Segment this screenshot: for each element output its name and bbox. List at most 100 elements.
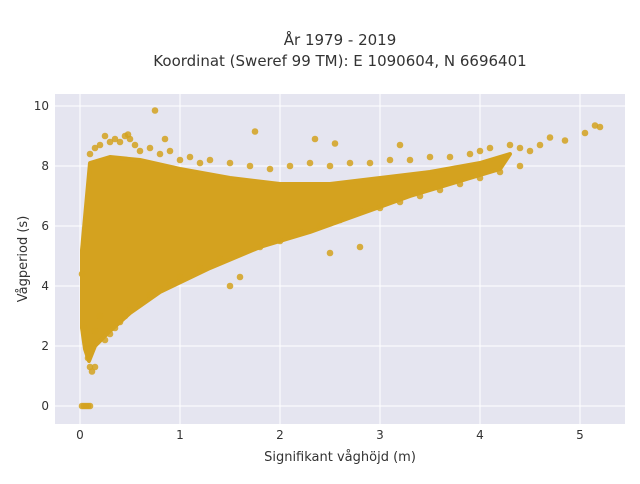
data-point <box>146 291 154 299</box>
data-point <box>366 159 374 167</box>
data-point <box>80 324 88 332</box>
data-point <box>101 132 109 140</box>
data-point <box>336 216 344 224</box>
data-point <box>186 153 194 161</box>
data-point <box>326 249 334 257</box>
data-point <box>161 135 169 143</box>
data-point <box>246 162 254 170</box>
data-point <box>81 240 89 248</box>
data-point <box>84 354 92 362</box>
data-point <box>126 306 134 314</box>
data-point <box>151 107 159 114</box>
data-point <box>376 204 384 212</box>
data-point <box>136 147 144 155</box>
data-point <box>96 312 104 320</box>
data-point <box>256 243 264 251</box>
data-point <box>316 222 324 230</box>
data-point <box>516 144 524 152</box>
data-point <box>96 141 104 149</box>
data-point <box>306 159 314 167</box>
x-tick-label: 4 <box>476 428 484 442</box>
data-point <box>206 156 214 164</box>
data-point <box>266 165 274 173</box>
data-point <box>396 198 404 206</box>
data-point <box>136 300 144 308</box>
data-point <box>416 192 424 200</box>
data-point <box>111 324 119 332</box>
data-point <box>226 159 234 167</box>
data-point <box>106 330 114 338</box>
data-point <box>456 180 464 188</box>
data-point <box>561 137 569 144</box>
data-point <box>516 162 524 170</box>
data-point <box>426 153 434 161</box>
data-point <box>146 144 154 152</box>
data-point <box>121 312 129 320</box>
data-point <box>86 150 94 158</box>
data-point <box>331 140 339 147</box>
x-tick-label: 0 <box>76 428 84 442</box>
data-point <box>486 144 494 152</box>
data-point <box>166 279 174 287</box>
data-point <box>88 342 96 350</box>
data-point <box>236 249 244 257</box>
data-point <box>251 128 259 135</box>
x-tick-label: 3 <box>376 428 384 442</box>
data-point <box>116 138 124 146</box>
data-point <box>506 141 514 149</box>
data-point <box>326 162 334 170</box>
y-tick-label: 0 <box>41 399 49 413</box>
y-axis-label: Vågperiod (s) <box>16 216 31 303</box>
y-tick-label: 2 <box>41 339 49 353</box>
data-point <box>356 207 364 215</box>
y-tick-labels: 0 2 4 6 8 10 <box>34 99 49 413</box>
x-tick-label: 5 <box>576 428 584 442</box>
y-tick-label: 10 <box>34 99 49 113</box>
data-point <box>176 273 184 281</box>
data-point <box>116 318 124 326</box>
data-points <box>78 107 604 410</box>
data-point <box>466 150 474 158</box>
data-point <box>216 255 224 263</box>
data-point <box>78 270 86 278</box>
data-point <box>436 186 444 194</box>
data-point <box>596 123 604 131</box>
data-point <box>296 228 304 236</box>
x-axis-label: Signifikant våghöjd (m) <box>264 450 416 465</box>
data-point <box>91 363 99 371</box>
data-point <box>446 153 454 161</box>
data-point <box>386 156 394 164</box>
data-point <box>131 141 139 149</box>
data-point <box>196 159 204 167</box>
data-point <box>91 327 99 335</box>
chart-title-line-1: År 1979 - 2019 <box>284 30 397 49</box>
data-point <box>166 147 174 155</box>
data-point <box>156 285 164 293</box>
data-point <box>196 264 204 272</box>
data-point <box>356 243 364 251</box>
data-point <box>156 150 164 158</box>
data-point <box>91 144 99 152</box>
data-point <box>106 138 114 146</box>
x-tick-labels: 0 1 2 3 4 5 <box>76 428 584 442</box>
data-point <box>396 141 404 149</box>
y-tick-label: 6 <box>41 219 49 233</box>
data-point <box>86 402 94 410</box>
data-point <box>346 159 354 167</box>
data-point <box>101 336 109 344</box>
data-point <box>82 336 90 344</box>
x-tick-label: 1 <box>176 428 184 442</box>
data-point <box>546 134 554 141</box>
data-point <box>286 162 294 170</box>
data-point <box>496 168 504 176</box>
data-point <box>581 129 589 137</box>
y-tick-label: 4 <box>41 279 49 293</box>
data-point <box>236 273 244 281</box>
data-point <box>476 174 484 182</box>
data-point <box>476 147 484 155</box>
data-point <box>111 135 119 143</box>
data-point <box>406 156 414 164</box>
data-point <box>536 141 544 149</box>
